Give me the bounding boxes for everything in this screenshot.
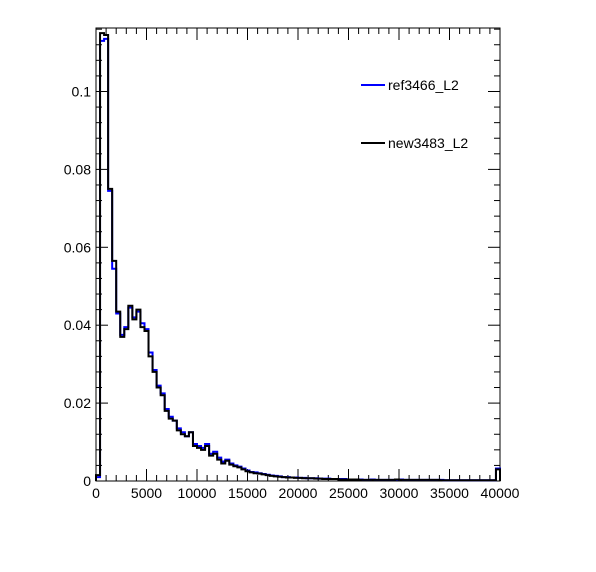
x-tick-label: 40000	[481, 485, 520, 501]
legend-label-ref: ref3466_L2	[388, 77, 459, 93]
y-tick-label: 0.1	[72, 83, 92, 99]
legend-label-new: new3483_L2	[388, 135, 468, 151]
series-new-histogram	[95, 32, 501, 482]
x-tick-label: 0	[92, 485, 100, 501]
y-tick-label: 0.04	[64, 317, 91, 333]
legend: ref3466_L2 new3483_L2	[358, 56, 486, 168]
y-tick-label: 0.06	[64, 239, 91, 255]
x-tick-label: 20000	[279, 485, 318, 501]
y-tick-label: 0	[83, 473, 91, 489]
x-tick-label: 5000	[131, 485, 162, 501]
tick-labels: 0 5000 10000 15000 20000 25000 30000 35000 40000…	[64, 83, 520, 501]
x-tick-label: 25000	[329, 485, 368, 501]
axis-ticks	[95, 28, 501, 482]
x-tick-label: 30000	[380, 485, 419, 501]
series-layer	[95, 32, 501, 482]
x-tick-label: 10000	[178, 485, 217, 501]
legend-box	[358, 56, 486, 168]
x-tick-label: 15000	[228, 485, 267, 501]
y-tick-label: 0.02	[64, 395, 91, 411]
x-tick-label: 35000	[430, 485, 469, 501]
y-tick-label: 0.08	[64, 161, 91, 177]
